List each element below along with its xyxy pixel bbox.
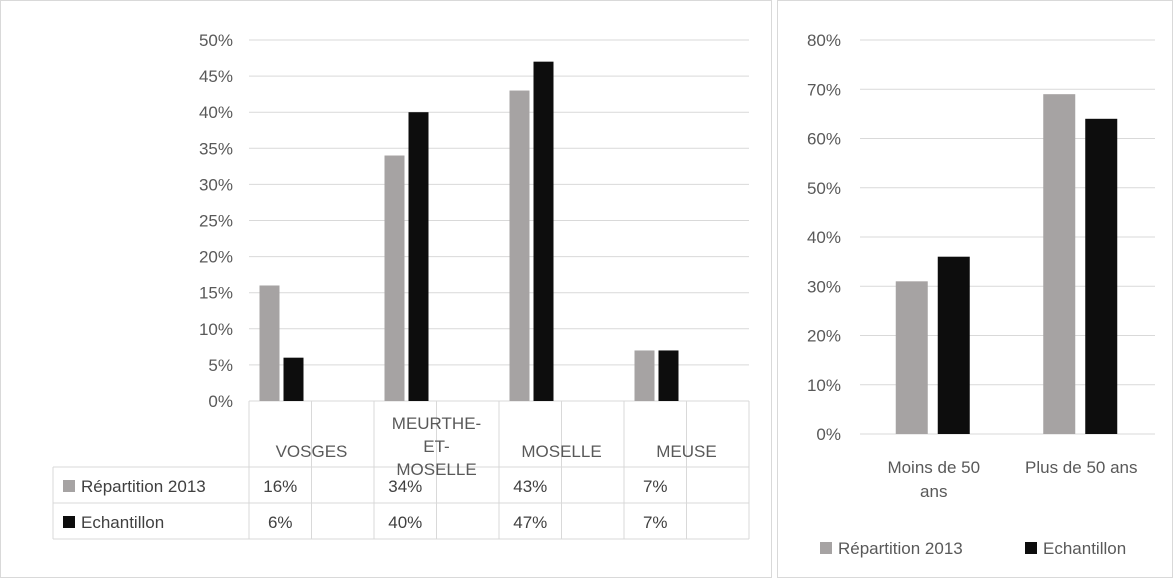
y-tick-label: 35% (199, 139, 233, 158)
table-value: 7% (643, 513, 668, 532)
bar (1043, 94, 1076, 435)
category-label: Plus de 50 ans (1025, 458, 1137, 477)
y-tick-label: 25% (199, 212, 233, 231)
y-tick-label: 10% (807, 376, 841, 395)
bar (533, 61, 554, 401)
legend-label: Echantillon (1043, 539, 1126, 558)
bar (937, 256, 970, 434)
category-label: MOSELLE (521, 442, 601, 461)
bar (634, 350, 655, 401)
bar (1085, 118, 1118, 435)
series-name: Echantillon (81, 513, 164, 532)
legend-label: Répartition 2013 (838, 539, 963, 558)
category-label: VOSGES (276, 442, 348, 461)
legend-swatch (63, 516, 75, 528)
y-tick-label: 5% (208, 356, 233, 375)
y-tick-label: 0% (208, 392, 233, 411)
bar (384, 155, 405, 401)
y-tick-label: 60% (807, 130, 841, 149)
y-tick-label: 80% (807, 31, 841, 50)
table-value: 16% (263, 477, 297, 496)
y-tick-label: 10% (199, 320, 233, 339)
table-value: 7% (643, 477, 668, 496)
chart-panel-departements: 0% 5% 10% 15% 20% 25% 30% 35% 40% 45% 50% VOSGES MEU… (0, 0, 772, 578)
table-value: 34% (388, 477, 422, 496)
y-tick-label: 40% (807, 228, 841, 247)
legend-swatch (1025, 542, 1037, 554)
bar (283, 357, 304, 401)
series-name: Répartition 2013 (81, 477, 206, 496)
bar (259, 285, 280, 401)
y-tick-label: 20% (807, 327, 841, 346)
y-tick-label: 70% (807, 80, 841, 99)
table-value: 40% (388, 513, 422, 532)
departement-chart: 0% 5% 10% 15% 20% 25% 30% 35% 40% 45% 50% VOSGES MEU… (52, 31, 750, 540)
table-value: 47% (513, 513, 547, 532)
y-tick-label: 30% (807, 277, 841, 296)
category-label: Moins de 50 (887, 458, 980, 477)
chart-panel-age: 0% 10% 20% 30% 40% 50% 60% 70% 80% Moins de 50 ans… (777, 0, 1173, 578)
age-chart: 0% 10% 20% 30% 40% 50% 60% 70% 80% Moins de 50 ans… (807, 31, 1155, 558)
category-label: MEURTHE- (392, 414, 481, 433)
y-tick-label: 50% (199, 31, 233, 50)
y-tick-label: 30% (199, 175, 233, 194)
y-tick-label: 50% (807, 179, 841, 198)
legend-swatch (820, 542, 832, 554)
y-tick-label: 15% (199, 284, 233, 303)
y-tick-label: 20% (199, 248, 233, 267)
y-tick-label: 45% (199, 67, 233, 86)
category-label: ET- (423, 437, 449, 456)
bar (658, 350, 679, 401)
table-value: 43% (513, 477, 547, 496)
table-value: 6% (268, 513, 293, 532)
category-label: ans (920, 482, 947, 501)
bar (895, 281, 928, 434)
legend-swatch (63, 480, 75, 492)
category-label: MEUSE (656, 442, 716, 461)
y-tick-label: 0% (816, 425, 841, 444)
bar (509, 90, 530, 401)
category-label: MOSELLE (396, 460, 476, 479)
y-tick-label: 40% (199, 103, 233, 122)
bar (408, 112, 429, 401)
